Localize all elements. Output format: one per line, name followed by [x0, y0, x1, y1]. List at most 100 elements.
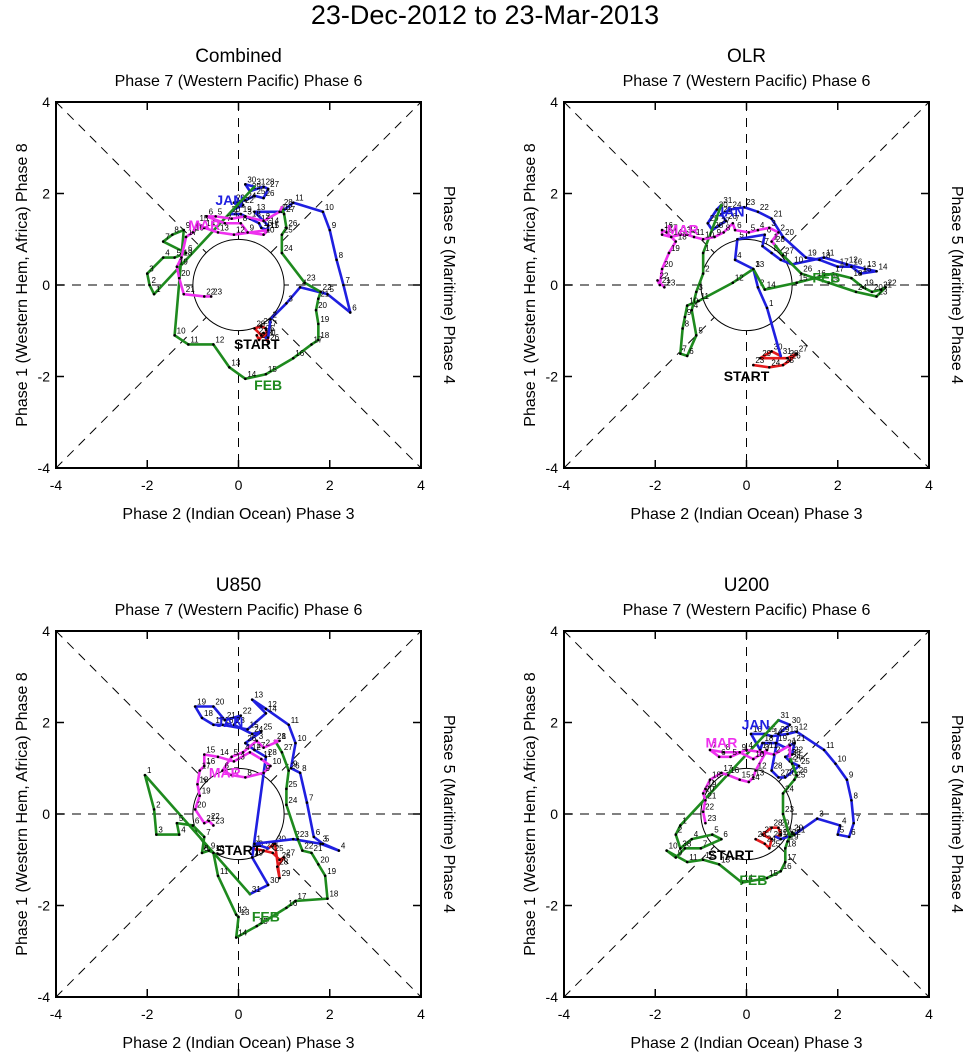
day-label: 11 [826, 249, 835, 258]
day-point [326, 292, 329, 296]
day-point [879, 288, 883, 291]
day-label: 3 [259, 732, 264, 741]
month-label-feb: FEB [739, 872, 767, 888]
day-label: 7 [735, 214, 740, 223]
day-point [777, 732, 780, 736]
day-point [264, 755, 268, 759]
day-label: 13 [256, 203, 265, 212]
y-tick-label: -2 [546, 369, 559, 385]
day-label: 8 [853, 791, 858, 800]
x-tick-label: -2 [141, 1006, 154, 1022]
y-tick-label: 0 [550, 806, 558, 822]
day-point [182, 292, 186, 296]
day-label: 7 [227, 214, 232, 223]
day-label: 19 [778, 734, 787, 743]
left-axis-label: Phase 1 (Western Hem, Africa) Phase 8 [522, 143, 539, 426]
day-label: 2 [705, 265, 710, 274]
day-point [726, 773, 730, 777]
day-point [303, 281, 306, 285]
day-label: 1 [774, 233, 779, 242]
day-point [244, 741, 247, 745]
day-point [291, 837, 295, 841]
trajectory-mar [656, 221, 780, 289]
day-label: 9 [783, 251, 788, 260]
x-tick-label: 2 [834, 1006, 842, 1022]
day-label: 31 [723, 196, 732, 205]
day-point [763, 233, 767, 236]
day-point [859, 272, 862, 275]
day-label: 9 [266, 764, 271, 773]
day-label: 5 [234, 748, 239, 757]
day-point [216, 874, 220, 878]
top-axis-label: Phase 7 (Western Pacific) Phase 6 [115, 73, 363, 90]
day-label: 14 [238, 929, 247, 938]
day-label: 10 [215, 844, 224, 853]
day-point [701, 272, 705, 275]
day-point [184, 251, 188, 255]
day-label: 27 [794, 755, 803, 764]
day-label: 21 [662, 276, 671, 285]
day-label: 15 [250, 720, 259, 729]
day-point [294, 741, 297, 745]
day-label: 6 [209, 207, 214, 216]
day-label: 18 [853, 269, 862, 278]
day-label: 28 [792, 748, 801, 757]
day-point [282, 856, 286, 859]
day-point [285, 302, 288, 305]
day-point [253, 748, 256, 752]
day-label: 10 [669, 842, 678, 851]
x-tick-label: -4 [558, 1006, 571, 1022]
day-label: 23 [259, 326, 268, 335]
day-point [260, 334, 263, 337]
day-point [708, 778, 712, 781]
day-point [221, 723, 224, 727]
left-axis-label: Phase 1 (Western Hem, Africa) Phase 8 [14, 143, 31, 426]
day-label: 23 [746, 198, 755, 207]
day-point [663, 285, 666, 289]
day-point [770, 837, 773, 841]
day-point [745, 748, 748, 752]
day-point [260, 730, 263, 733]
day-label: 6 [723, 830, 728, 839]
day-label: 20 [215, 697, 224, 706]
day-point [781, 253, 785, 257]
day-point [813, 276, 817, 280]
day-point [765, 748, 769, 752]
day-point [740, 881, 744, 884]
day-label: 1 [792, 736, 797, 745]
day-point [317, 338, 320, 342]
day-point [232, 723, 236, 727]
day-label: 9 [186, 221, 191, 230]
day-label: 13 [755, 768, 764, 777]
day-point [216, 755, 220, 759]
day-label: 22 [323, 283, 332, 292]
x-tick-label: 2 [834, 477, 842, 493]
start-label: START [724, 368, 770, 384]
y-tick-label: 2 [42, 186, 50, 202]
day-point [768, 847, 771, 850]
day-label: 7 [345, 276, 350, 285]
day-point [291, 201, 295, 204]
day-label: 8 [302, 764, 307, 773]
day-point [200, 716, 204, 720]
day-label: 2 [156, 800, 161, 809]
day-label: 11 [826, 741, 835, 750]
month-label-jan: JAN [215, 714, 243, 730]
day-point [173, 334, 176, 337]
y-tick-label: 0 [42, 277, 50, 293]
day-label: 27 [284, 743, 293, 752]
day-label: 27 [721, 217, 730, 226]
day-point [656, 279, 659, 282]
day-point [715, 208, 719, 211]
day-label: 8 [174, 226, 179, 235]
day-point [783, 755, 787, 759]
day-label: 28 [284, 198, 293, 207]
day-point [255, 739, 259, 743]
day-label: 19 [671, 244, 680, 253]
day-label: 24 [261, 331, 270, 340]
day-point [305, 801, 309, 804]
day-label: 12 [284, 203, 293, 212]
day-point [271, 851, 275, 855]
day-point [285, 787, 288, 791]
day-label: 20 [787, 739, 796, 748]
